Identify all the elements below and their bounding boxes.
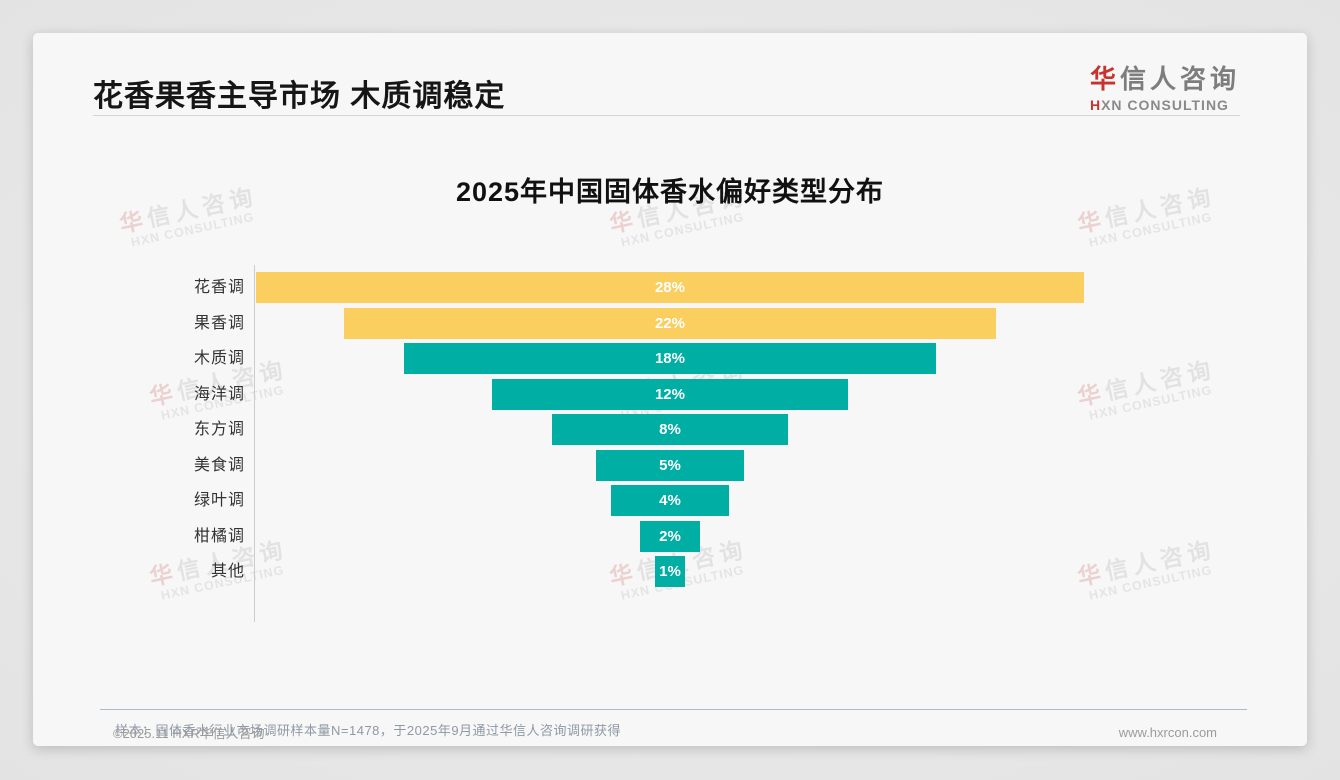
category-label: 美食调 bbox=[193, 456, 245, 474]
funnel-bar: 22% bbox=[344, 307, 996, 339]
funnel-row: 绿叶调 4% bbox=[33, 485, 1307, 516]
funnel-row: 其他 1% bbox=[33, 556, 1307, 587]
chart-title: 2025年中国固体香水偏好类型分布 bbox=[455, 177, 885, 207]
category-label: 柑橘调 bbox=[193, 527, 245, 545]
slide-card: 花香果香主导市场 木质调稳定 华信人咨询 HXN CONSULTING 华信人咨… bbox=[33, 33, 1307, 746]
funnel-row: 海洋调 12% bbox=[33, 378, 1307, 410]
bar-value-label: 1% bbox=[659, 563, 681, 580]
footer: ©2025.11 HXR华信人咨询 www.hxrcon.com bbox=[113, 718, 1217, 746]
category-label: 其他 bbox=[210, 563, 245, 580]
funnel-bar: 8% bbox=[551, 414, 789, 445]
funnel-bar: 1% bbox=[655, 556, 685, 587]
funnel-row: 柑橘调 2% bbox=[33, 520, 1307, 552]
category-label: 绿叶调 bbox=[193, 492, 245, 509]
bar-value-label: 22% bbox=[654, 314, 685, 332]
bar-value-label: 8% bbox=[659, 421, 681, 438]
funnel-chart: 花香调 28% 果香调 22% 木质调 18% 海洋调 12% 东方调 8% 美食调 5% 绿叶调 4% 柑… bbox=[33, 265, 1307, 632]
funnel-bar: 12% bbox=[492, 378, 848, 410]
bar-value-label: 5% bbox=[659, 456, 681, 474]
watermark-english: HXN CONSULTING bbox=[129, 210, 256, 251]
watermark-english: HXN CONSULTING bbox=[619, 210, 746, 251]
category-label: 花香调 bbox=[193, 279, 245, 296]
category-label: 海洋调 bbox=[193, 385, 245, 403]
company-logo-english: HXN CONSULTING bbox=[1090, 97, 1240, 113]
header-divider bbox=[93, 115, 1240, 116]
logo-gray-chars: 信人咨询 bbox=[1119, 64, 1240, 94]
category-label: 东方调 bbox=[193, 421, 245, 438]
funnel-bar: 4% bbox=[610, 485, 730, 516]
copyright-text: ©2025.11 HXR华信人咨询 bbox=[113, 725, 265, 741]
bar-value-label: 28% bbox=[654, 279, 685, 296]
funnel-row: 美食调 5% bbox=[33, 449, 1307, 481]
company-logo-chinese: 华信人咨询 bbox=[1090, 59, 1240, 96]
bar-value-label: 12% bbox=[654, 385, 685, 403]
funnel-row: 东方调 8% bbox=[33, 414, 1307, 445]
logo-gray-letters: XN CONSULTING bbox=[1101, 97, 1229, 113]
category-label: 木质调 bbox=[193, 350, 245, 367]
website-text: www.hxrcon.com bbox=[1118, 724, 1217, 740]
funnel-bar: 2% bbox=[640, 520, 700, 552]
funnel-bar: 28% bbox=[255, 272, 1085, 303]
bar-value-label: 2% bbox=[659, 527, 681, 545]
sample-note: 样本：固体香水行业市场调研样本量N=1478，于2025年9月通过华信人咨询调研… bbox=[115, 723, 622, 738]
company-logo: 华信人咨询 HXN CONSULTING bbox=[1090, 59, 1240, 113]
logo-red-char: 华 bbox=[1089, 64, 1120, 94]
funnel-bar: 5% bbox=[596, 449, 744, 481]
funnel-row: 花香调 28% bbox=[33, 272, 1307, 303]
page-title: 花香果香主导市场 木质调稳定 bbox=[93, 80, 506, 113]
category-label: 果香调 bbox=[193, 314, 245, 332]
bar-value-label: 4% bbox=[659, 492, 681, 509]
logo-red-letter: H bbox=[1089, 97, 1102, 113]
bar-value-label: 18% bbox=[654, 350, 685, 367]
funnel-row: 果香调 22% bbox=[33, 307, 1307, 339]
funnel-row: 木质调 18% bbox=[33, 343, 1307, 374]
footer-divider bbox=[100, 709, 1247, 710]
watermark-english: HXN CONSULTING bbox=[1087, 210, 1214, 251]
category-axis-line bbox=[254, 265, 255, 622]
funnel-bar: 18% bbox=[403, 343, 937, 374]
